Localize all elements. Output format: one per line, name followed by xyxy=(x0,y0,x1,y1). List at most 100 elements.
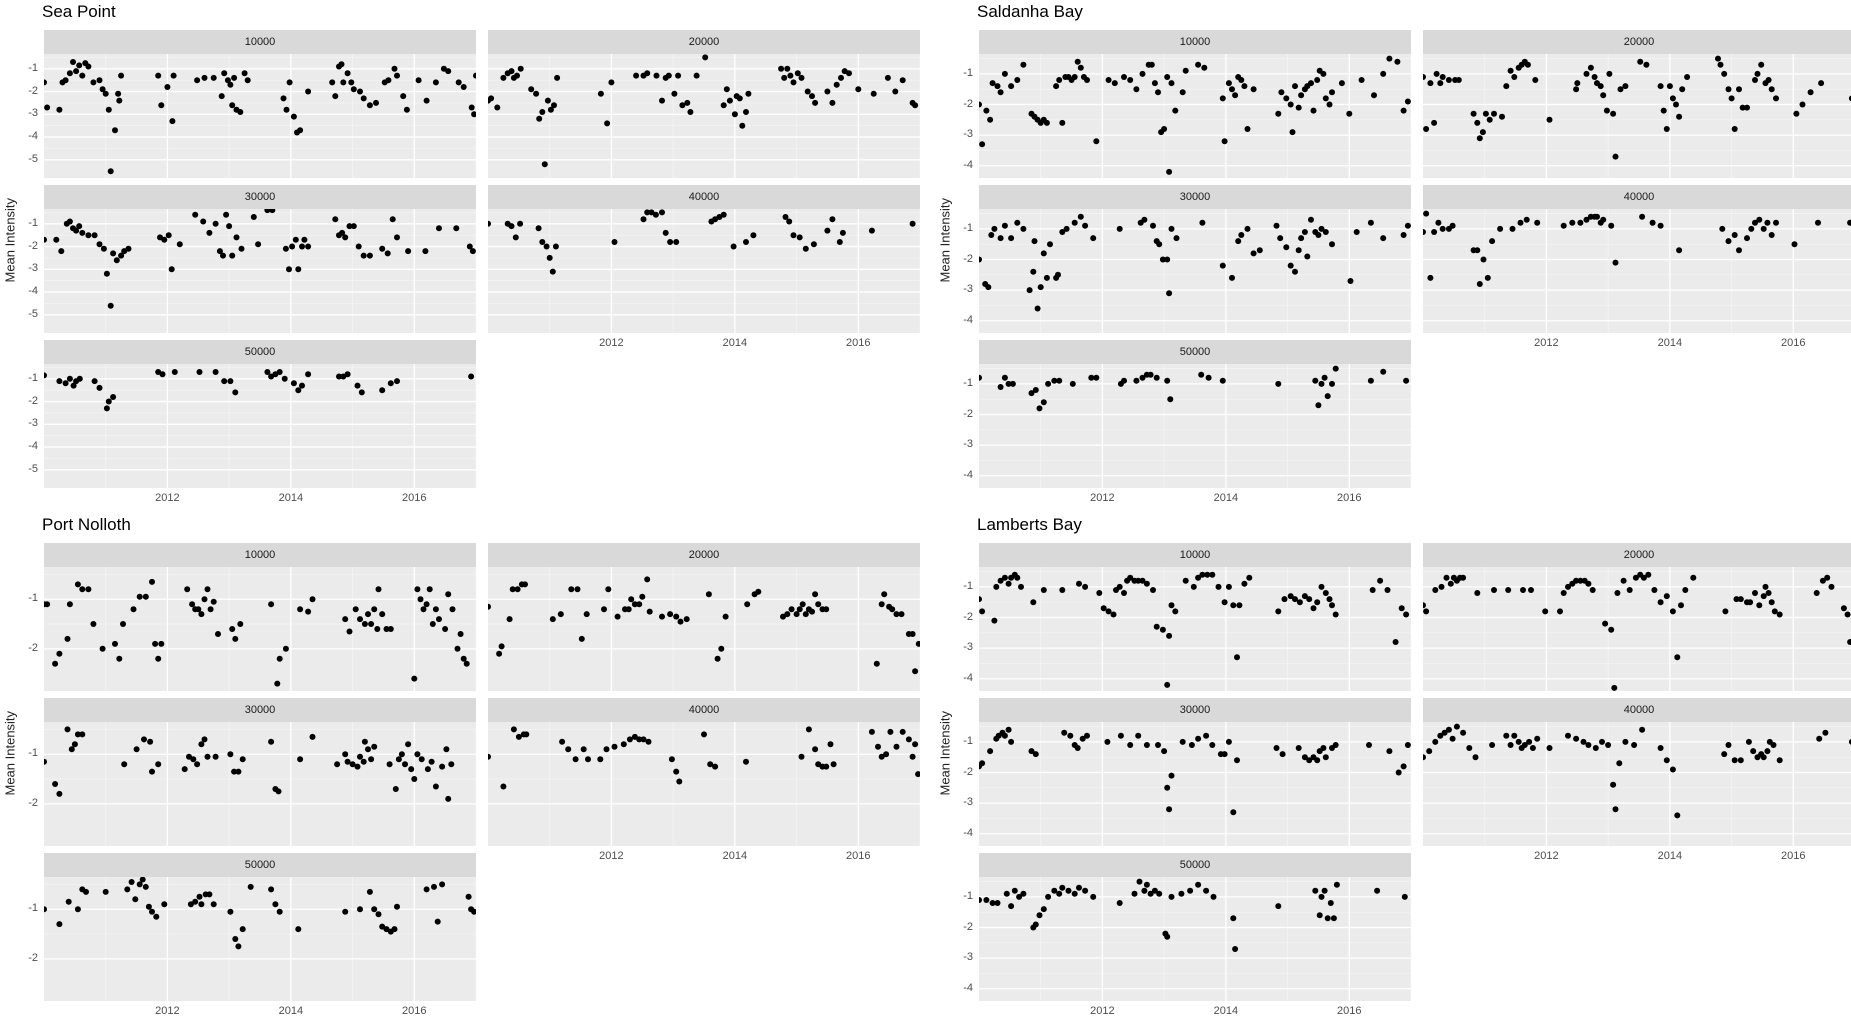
y-tick-label: -3 xyxy=(963,796,973,809)
x-tick-label: 2012 xyxy=(1090,492,1115,504)
data-point xyxy=(1639,726,1646,733)
data-point xyxy=(1470,110,1477,117)
data-point xyxy=(389,216,396,223)
data-point xyxy=(403,106,410,113)
data-point xyxy=(915,640,920,647)
data-point xyxy=(229,252,236,259)
data-point xyxy=(155,72,162,79)
data-point xyxy=(379,245,386,252)
data-point xyxy=(394,234,400,241)
data-point xyxy=(1234,654,1240,661)
data-point xyxy=(107,168,114,175)
facet-panel-10000: 10000 xyxy=(44,30,476,178)
y-tick-label: -2 xyxy=(28,394,38,407)
data-point xyxy=(1150,222,1156,229)
data-point xyxy=(1330,915,1337,922)
data-point xyxy=(679,102,686,109)
data-point xyxy=(149,908,155,915)
data-point xyxy=(1079,735,1086,742)
data-point xyxy=(1847,639,1851,645)
data-point xyxy=(1480,256,1487,263)
data-point xyxy=(979,101,982,108)
data-point xyxy=(1316,912,1323,919)
data-point xyxy=(1324,915,1331,922)
data-point xyxy=(1765,77,1772,83)
data-point xyxy=(110,250,117,257)
data-point xyxy=(1517,219,1524,226)
facet-panel-30000: 30000 xyxy=(44,698,476,846)
data-point xyxy=(350,223,357,230)
data-point xyxy=(1104,738,1111,745)
data-point xyxy=(750,232,757,239)
facet-strip-label: 10000 xyxy=(44,543,476,567)
data-point xyxy=(338,61,345,68)
data-point xyxy=(204,753,211,760)
data-point xyxy=(893,743,900,750)
data-point xyxy=(1605,742,1612,748)
facet-strip-label: 50000 xyxy=(979,853,1411,877)
data-point xyxy=(1585,742,1592,748)
data-point xyxy=(1423,210,1430,217)
x-tick-label: 2014 xyxy=(722,850,748,862)
data-point xyxy=(1737,757,1744,764)
data-point xyxy=(597,90,604,97)
plot-area xyxy=(979,722,1411,846)
data-point xyxy=(1520,587,1526,593)
data-point xyxy=(445,795,452,802)
data-point xyxy=(224,77,231,84)
data-point xyxy=(1250,86,1257,93)
data-point xyxy=(361,621,368,627)
data-point xyxy=(1721,70,1728,77)
data-point xyxy=(424,766,431,773)
data-point xyxy=(1663,593,1670,600)
data-point xyxy=(554,74,561,81)
data-point xyxy=(1059,229,1066,235)
y-tick-label: -2 xyxy=(28,796,38,809)
data-point xyxy=(1660,107,1667,114)
data-point xyxy=(1298,235,1305,242)
data-point xyxy=(1229,274,1235,281)
y-tick-label: -2 xyxy=(28,239,38,252)
data-point xyxy=(1321,374,1328,381)
data-point xyxy=(1666,83,1673,90)
data-point xyxy=(1367,219,1374,226)
data-point xyxy=(1100,605,1107,612)
data-point xyxy=(823,763,830,770)
data-point xyxy=(912,102,919,109)
data-point xyxy=(264,369,271,375)
data-point xyxy=(232,635,239,642)
data-point xyxy=(1005,580,1012,587)
data-point xyxy=(1639,213,1646,220)
plot-area xyxy=(488,54,920,178)
data-point xyxy=(1818,80,1825,87)
data-point xyxy=(873,660,880,667)
scatter-plot xyxy=(44,877,476,1001)
data-point xyxy=(56,106,63,113)
data-point xyxy=(1096,590,1103,596)
data-point xyxy=(116,655,123,662)
data-point xyxy=(500,783,507,790)
data-point xyxy=(846,70,852,77)
data-point xyxy=(309,596,316,603)
data-point xyxy=(1135,732,1142,739)
data-point xyxy=(515,733,522,740)
data-point xyxy=(787,72,794,79)
data-point xyxy=(342,751,349,758)
data-point xyxy=(731,111,738,118)
data-point xyxy=(282,245,289,252)
data-point xyxy=(414,586,421,593)
data-point xyxy=(544,97,551,104)
data-point xyxy=(892,88,899,95)
data-point xyxy=(471,908,476,915)
data-point xyxy=(1040,399,1047,406)
data-point xyxy=(1071,219,1078,226)
data-point xyxy=(1036,912,1043,919)
chart-title: Port Nolloth xyxy=(42,515,131,534)
data-point xyxy=(1133,377,1140,384)
data-point xyxy=(460,655,467,662)
data-point xyxy=(1386,55,1393,62)
data-point xyxy=(91,378,98,385)
data-point xyxy=(1292,596,1298,603)
facet-strip-label: 30000 xyxy=(979,185,1411,209)
data-point xyxy=(391,926,398,933)
